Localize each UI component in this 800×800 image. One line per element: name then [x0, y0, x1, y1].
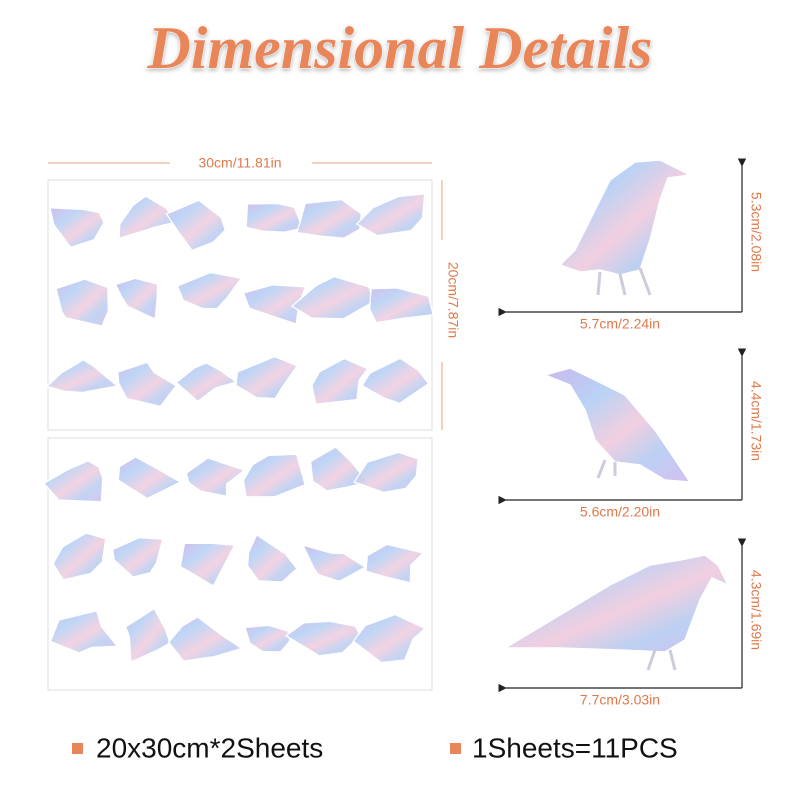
sticker: [114, 277, 159, 321]
sticker: [360, 357, 430, 405]
bird-legs: [596, 459, 617, 479]
sticker: [242, 453, 307, 498]
sticker: [179, 542, 236, 588]
bird-width-label: 7.7cm/3.03in: [580, 692, 660, 708]
sticker: [55, 278, 110, 327]
sticker: [246, 533, 299, 583]
bird-legs: [646, 649, 677, 671]
bullet: [450, 743, 461, 754]
bird-legs: [596, 267, 652, 296]
bird-width-label: 5.6cm/2.20in: [580, 504, 660, 520]
footer-text: 20x30cm*2Sheets: [96, 732, 323, 763]
sticker: [49, 609, 120, 654]
sticker: [296, 198, 363, 239]
sticker: [245, 202, 304, 234]
title: Dimensional Details: [146, 15, 652, 81]
sheet-width-label: 30cm/11.81in: [198, 155, 281, 171]
sticker: [311, 357, 369, 406]
sticker: [290, 275, 375, 320]
sticker: [42, 459, 104, 503]
sticker: [124, 607, 171, 664]
sticker: [364, 543, 426, 584]
sticker: [52, 532, 107, 581]
sticker: [243, 624, 291, 653]
bird-height-label: 5.3cm/2.08in: [748, 192, 764, 272]
sticker: [235, 355, 299, 400]
sheet-height-label: 20cm/7.87in: [445, 262, 461, 338]
bird-sticker: [542, 367, 692, 483]
sticker: [242, 284, 307, 326]
sticker: [309, 445, 369, 492]
sticker: [111, 536, 164, 578]
bird-sticker: [558, 159, 693, 276]
bird-sticker: [502, 554, 730, 653]
sticker: [176, 271, 243, 310]
sticker: [368, 287, 435, 324]
sticker: [45, 358, 120, 394]
sticker: [185, 457, 247, 498]
sticker: [116, 361, 178, 408]
sticker: [352, 613, 427, 664]
sticker: [301, 543, 367, 583]
sticker: [118, 195, 176, 240]
sticker: [117, 456, 183, 500]
sticker: [165, 199, 227, 252]
bullet: [72, 743, 83, 754]
bird-height-label: 4.4cm/1.73in: [748, 381, 764, 461]
bird-height-label: 4.3cm/1.69in: [748, 570, 764, 650]
sticker: [48, 207, 105, 249]
footer-text: 1Sheets=11PCS: [472, 732, 678, 763]
sticker: [167, 615, 244, 663]
sticker: [284, 620, 362, 657]
sticker: [175, 362, 239, 403]
bird-width-label: 5.7cm/2.24in: [580, 316, 660, 332]
stickers: [42, 192, 435, 664]
sticker: [353, 451, 420, 494]
sticker: [355, 192, 426, 237]
